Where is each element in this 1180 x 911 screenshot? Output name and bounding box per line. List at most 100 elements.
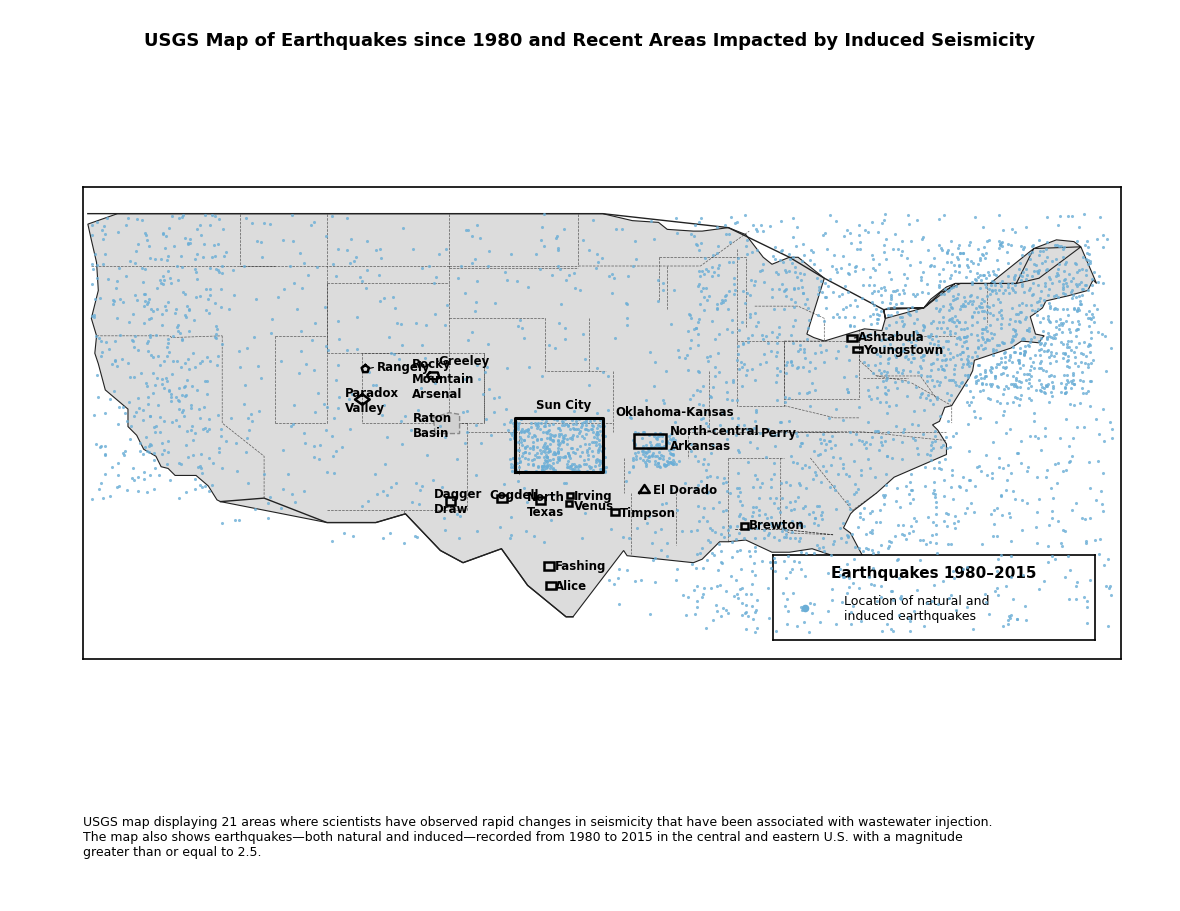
Point (965, 505, 984, 519)
Point (1003, 355, 1022, 370)
Point (564, 428, 583, 443)
Point (176, 311, 195, 325)
Point (694, 281, 713, 296)
Point (511, 424, 530, 438)
Point (729, 418, 748, 433)
Point (781, 354, 800, 369)
Point (958, 341, 977, 355)
Point (1076, 252, 1095, 267)
Point (535, 454, 553, 468)
Point (689, 478, 708, 493)
Point (1079, 384, 1097, 398)
Point (1071, 297, 1090, 312)
Point (577, 413, 596, 427)
Point (982, 284, 1001, 299)
Point (381, 480, 400, 495)
Point (494, 417, 513, 432)
Point (1003, 333, 1022, 348)
Point (125, 341, 144, 355)
Point (897, 479, 916, 494)
Point (471, 436, 490, 451)
Point (1027, 258, 1045, 272)
Point (772, 476, 791, 490)
Point (145, 420, 164, 435)
Point (1040, 271, 1058, 285)
Point (584, 449, 603, 464)
Point (302, 333, 321, 348)
Point (253, 372, 271, 386)
Point (353, 499, 372, 514)
Point (931, 287, 950, 302)
Point (1025, 429, 1044, 444)
Point (1067, 291, 1086, 305)
Point (162, 394, 181, 408)
Point (714, 406, 733, 421)
Point (1071, 298, 1090, 312)
Point (573, 328, 592, 343)
Point (771, 253, 789, 268)
Point (1001, 611, 1020, 626)
Point (812, 346, 831, 361)
Point (913, 318, 932, 333)
Point (179, 302, 198, 317)
Point (514, 434, 533, 448)
Point (653, 435, 671, 449)
Point (962, 254, 981, 269)
Point (688, 454, 707, 468)
Point (734, 532, 753, 547)
Point (902, 328, 920, 343)
Point (190, 219, 209, 233)
Point (556, 413, 575, 427)
Point (490, 391, 509, 405)
Point (125, 289, 144, 303)
Point (956, 300, 975, 314)
Point (781, 449, 800, 464)
Point (651, 543, 670, 558)
Point (1100, 415, 1119, 430)
Point (784, 251, 802, 265)
Point (511, 412, 530, 426)
Point (525, 429, 544, 444)
Point (970, 268, 989, 282)
Point (544, 462, 563, 476)
Point (532, 416, 551, 431)
Point (387, 316, 406, 331)
Point (474, 387, 493, 402)
Point (1017, 323, 1036, 338)
Point (703, 315, 722, 330)
Point (691, 211, 710, 226)
Point (1056, 346, 1075, 361)
Point (863, 524, 881, 538)
Point (199, 412, 218, 426)
Point (994, 337, 1012, 352)
Point (828, 467, 847, 482)
Point (694, 291, 713, 305)
Point (566, 422, 585, 436)
Point (690, 298, 709, 312)
Point (792, 600, 811, 615)
Point (1011, 346, 1030, 361)
Point (654, 393, 673, 407)
Point (977, 448, 996, 463)
Point (1020, 324, 1038, 339)
Point (899, 352, 918, 366)
Point (820, 411, 839, 425)
Point (140, 445, 159, 460)
Point (666, 434, 684, 448)
Point (902, 355, 920, 370)
Point (750, 425, 769, 440)
Text: Rocky
Mountain
Arsenal: Rocky Mountain Arsenal (412, 358, 474, 401)
Point (824, 286, 843, 301)
Point (995, 346, 1014, 361)
Point (122, 419, 140, 434)
Point (556, 428, 575, 443)
Point (886, 315, 905, 330)
Point (728, 466, 747, 481)
Point (143, 387, 162, 402)
Point (877, 232, 896, 247)
Point (827, 307, 846, 322)
Point (589, 445, 608, 460)
Point (190, 289, 209, 303)
Point (550, 316, 569, 331)
Point (868, 226, 887, 241)
